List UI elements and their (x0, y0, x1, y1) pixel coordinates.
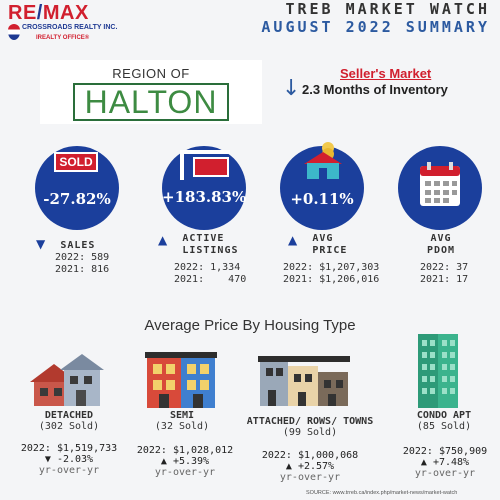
report-subtitle: AUGUST 2022 SUMMARY (261, 18, 490, 36)
price-change: +0.11% (290, 190, 354, 208)
pdom-label-2: PDOM (426, 245, 456, 256)
price-stat: ▲ AVG PRICE (288, 233, 347, 257)
listings-label-1: ACTIVE (182, 233, 225, 244)
sales-2021: 2021: 816 (55, 264, 110, 275)
sales-2022: 2022: 589 (55, 252, 110, 263)
housing-sold: (302 Sold) (38, 421, 100, 432)
housing-type: SEMI (169, 410, 195, 421)
pdom-circle (398, 146, 482, 230)
logo-office: IREALTY OFFICE® (36, 35, 90, 41)
listings-2022: 2022: 1,334 (174, 262, 241, 273)
remax-logo: RE/MAX CROSSROADS REALTY INC. IREALTY OF… (4, 2, 128, 46)
housing-change: ▲ +5.39% (160, 456, 210, 467)
market-type: Seller's Market (340, 66, 432, 81)
housing-yoy: yr-over-yr (38, 465, 100, 476)
housing-change: ▲ +7.48% (420, 457, 470, 468)
price-label-1: AVG (312, 233, 334, 244)
sales-change: -27.82% (43, 190, 111, 208)
detached-house-icon (30, 354, 104, 406)
housing-yoy: yr-over-yr (279, 472, 341, 483)
pdom-2021: 2021: 17 (420, 274, 469, 285)
pdom-label-1: AVG (430, 233, 452, 244)
months-inventory: 2.3 Months of Inventory (302, 82, 448, 97)
housing-sold: (99 Sold) (282, 427, 338, 438)
condo-tower-icon (418, 334, 458, 408)
housing-change: ▼ -2.03% (44, 454, 94, 465)
housing-price: 2022: $750,909 (402, 446, 488, 457)
listings-2021: 2021: 470 (174, 274, 247, 285)
logo-company: CROSSROADS REALTY INC. (22, 24, 118, 31)
house-coin-icon (304, 142, 342, 179)
price-circle: +0.11% (280, 142, 364, 230)
listings-stat: ▲ ACTIVE LISTINGS (158, 233, 239, 257)
housing-semi-price: 2022: $1,028,012 ▲ +5.39% yr-over-yr (130, 445, 240, 478)
housing-change: ▲ +2.57% (285, 461, 335, 472)
semi-house-icon (145, 352, 217, 408)
price-2022: 2022: $1,207,303 (283, 262, 380, 273)
listings-label-2: LISTINGS (182, 245, 239, 256)
section-title: Average Price By Housing Type (144, 317, 356, 334)
region-box: REGION OF HALTON (40, 60, 262, 124)
logo-wordmark: RE/MAX (8, 2, 89, 24)
housing-price: 2022: $1,519,733 (20, 443, 118, 454)
housing-price: 2022: $1,028,012 (136, 445, 234, 456)
calendar-icon (420, 162, 460, 206)
up-triangle-icon: ▲ (158, 233, 168, 247)
sales-label: SALES (60, 240, 96, 251)
sold-sign-icon: SOLD (54, 152, 98, 172)
housing-detached-price: 2022: $1,519,733 ▼ -2.03% yr-over-yr (4, 443, 134, 476)
pdom-stat: AVG PDOM (416, 233, 466, 257)
housing-attached-price: 2022: $1,000,068 ▲ +2.57% yr-over-yr (250, 450, 370, 483)
housing-yoy: yr-over-yr (154, 467, 216, 478)
region-name: HALTON (72, 83, 230, 121)
housing-attached: ATTACHED/ ROWS/ TOWNS (99 Sold) (232, 416, 388, 438)
balloon-icon (8, 24, 20, 40)
region-label: REGION OF (112, 66, 190, 81)
housing-condo-price: 2022: $750,909 ▲ +7.48% yr-over-yr (392, 446, 498, 479)
housing-sold: (32 Sold) (154, 421, 210, 432)
housing-price: 2022: $1,000,068 (261, 450, 359, 461)
price-label-2: PRICE (312, 245, 348, 256)
housing-detached: DETACHED (302 Sold) (10, 410, 128, 432)
sales-circle: SOLD -27.82% (35, 146, 119, 230)
housing-sold: (85 Sold) (416, 421, 472, 432)
housing-type: ATTACHED/ ROWS/ TOWNS (246, 416, 374, 427)
housing-type: CONDO APT (416, 410, 472, 421)
down-triangle-icon: ▼ (36, 237, 46, 251)
housing-type: DETACHED (44, 410, 94, 421)
report-title: TREB MARKET WATCH (285, 0, 490, 18)
price-2021: 2021: $1,206,016 (283, 274, 380, 285)
listings-change: +183.83% (162, 188, 247, 206)
listings-circle: +183.83% (162, 146, 246, 230)
townhouse-icon (258, 356, 350, 406)
housing-yoy: yr-over-yr (414, 468, 476, 479)
for-sale-sign-icon (180, 150, 230, 180)
housing-semi: SEMI (32 Sold) (130, 410, 234, 432)
pdom-2022: 2022: 37 (420, 262, 469, 273)
up-triangle-icon: ▲ (288, 233, 298, 247)
source-citation: SOURCE: www.trreb.ca/index.php/market-ne… (306, 490, 458, 496)
housing-condo: CONDO APT (85 Sold) (392, 410, 496, 432)
sales-stat: ▼ SALES (36, 233, 95, 252)
down-arrow-icon: ↓ (282, 76, 301, 101)
